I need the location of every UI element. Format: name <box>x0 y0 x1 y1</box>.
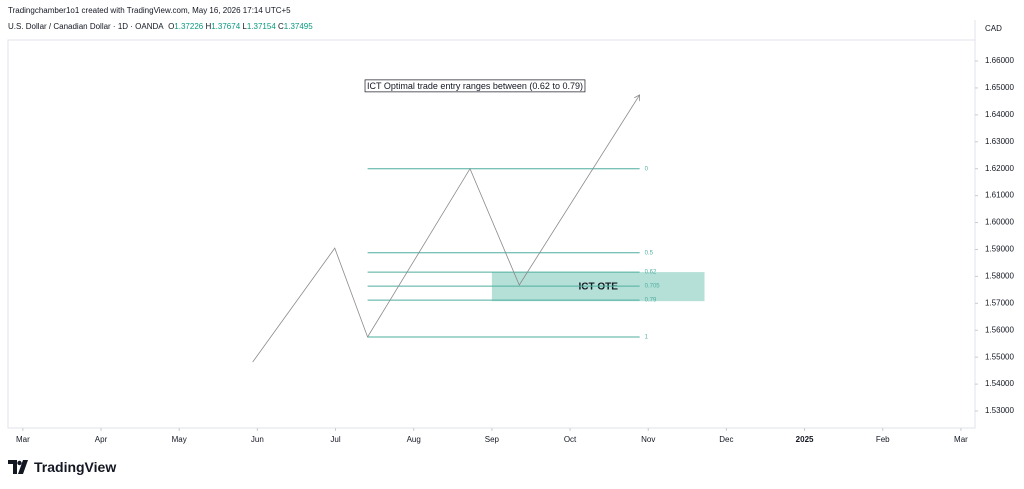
x-tick-label: May <box>172 435 187 444</box>
y-tick-label: 1.57000 <box>985 298 1014 307</box>
x-tick-label: Feb <box>876 435 890 444</box>
x-tick-label: Aug <box>407 435 421 444</box>
y-tick-label: 1.62000 <box>985 164 1014 173</box>
y-tick-label: 1.66000 <box>985 56 1014 65</box>
x-tick-label: Mar <box>16 435 30 444</box>
plot-frame <box>7 39 976 429</box>
ote-label: ICT OTE <box>578 281 618 292</box>
ohlc-value: 1.37674 <box>211 22 241 31</box>
y-tick-label: 1.61000 <box>985 191 1014 200</box>
ohlc-label: L <box>242 22 247 31</box>
price-path <box>252 95 640 363</box>
fib-label: 0.79 <box>645 298 657 304</box>
ohlc-value: 1.37154 <box>246 22 276 31</box>
symbol: U.S. Dollar / Canadian Dollar · 1D · OAN… <box>8 22 164 31</box>
y-tick-label: 1.65000 <box>985 83 1014 92</box>
fib-label: 0.5 <box>645 250 654 256</box>
fib-label: 0.62 <box>645 270 657 276</box>
x-tick-label: Oct <box>564 435 577 444</box>
fib-label: 1 <box>645 335 649 341</box>
x-tick-label: Apr <box>95 435 108 444</box>
ote-zone <box>491 272 705 302</box>
y-tick-label: 1.64000 <box>985 110 1014 119</box>
y-tick-label: 1.58000 <box>985 272 1014 281</box>
logo <box>8 460 28 474</box>
x-tick-label: Sep <box>485 435 500 444</box>
fib-label: 0.705 <box>645 284 661 290</box>
x-tick-label: 2025 <box>796 435 814 444</box>
annotation-text: ICT Optimal trade entry ranges between (… <box>367 81 583 91</box>
symbol-bar: U.S. Dollar / Canadian Dollar · 1D · OAN… <box>8 22 313 31</box>
y-tick-label: 1.59000 <box>985 245 1014 254</box>
currency: CAD <box>985 24 1002 33</box>
y-tick-label: 1.56000 <box>985 325 1014 334</box>
annotation-box <box>364 79 586 93</box>
credit: Tradingchamber1o1 created with TradingVi… <box>8 6 291 15</box>
ohlc-value: 1.37495 <box>283 22 313 31</box>
y-tick-label: 1.53000 <box>985 406 1014 415</box>
brand-name: TradingView <box>34 459 117 475</box>
ohlc-value: 1.37226 <box>174 22 204 31</box>
ohlc: O1.37226 H1.37674 L1.37154 C1.37495 <box>168 22 313 31</box>
ohlc-label: O <box>168 22 175 31</box>
x-tick-label: Jun <box>251 435 264 444</box>
fib-label: 0 <box>645 166 649 172</box>
ohlc-label: H <box>205 22 212 31</box>
annotation: ICT Optimal trade entry ranges between (… <box>364 79 586 93</box>
x-tick-label: Dec <box>719 435 733 444</box>
y-tick-label: 1.55000 <box>985 352 1014 361</box>
y-tick-label: 1.63000 <box>985 137 1014 146</box>
x-tick-label: Mar <box>954 435 968 444</box>
x-tick-label: Nov <box>641 435 655 444</box>
y-tick-label: 1.54000 <box>985 379 1014 388</box>
ohlc-label: C <box>278 22 284 31</box>
x-tick-label: Jul <box>330 435 340 444</box>
y-tick-label: 1.60000 <box>985 218 1014 227</box>
brand: TradingView <box>8 459 116 475</box>
